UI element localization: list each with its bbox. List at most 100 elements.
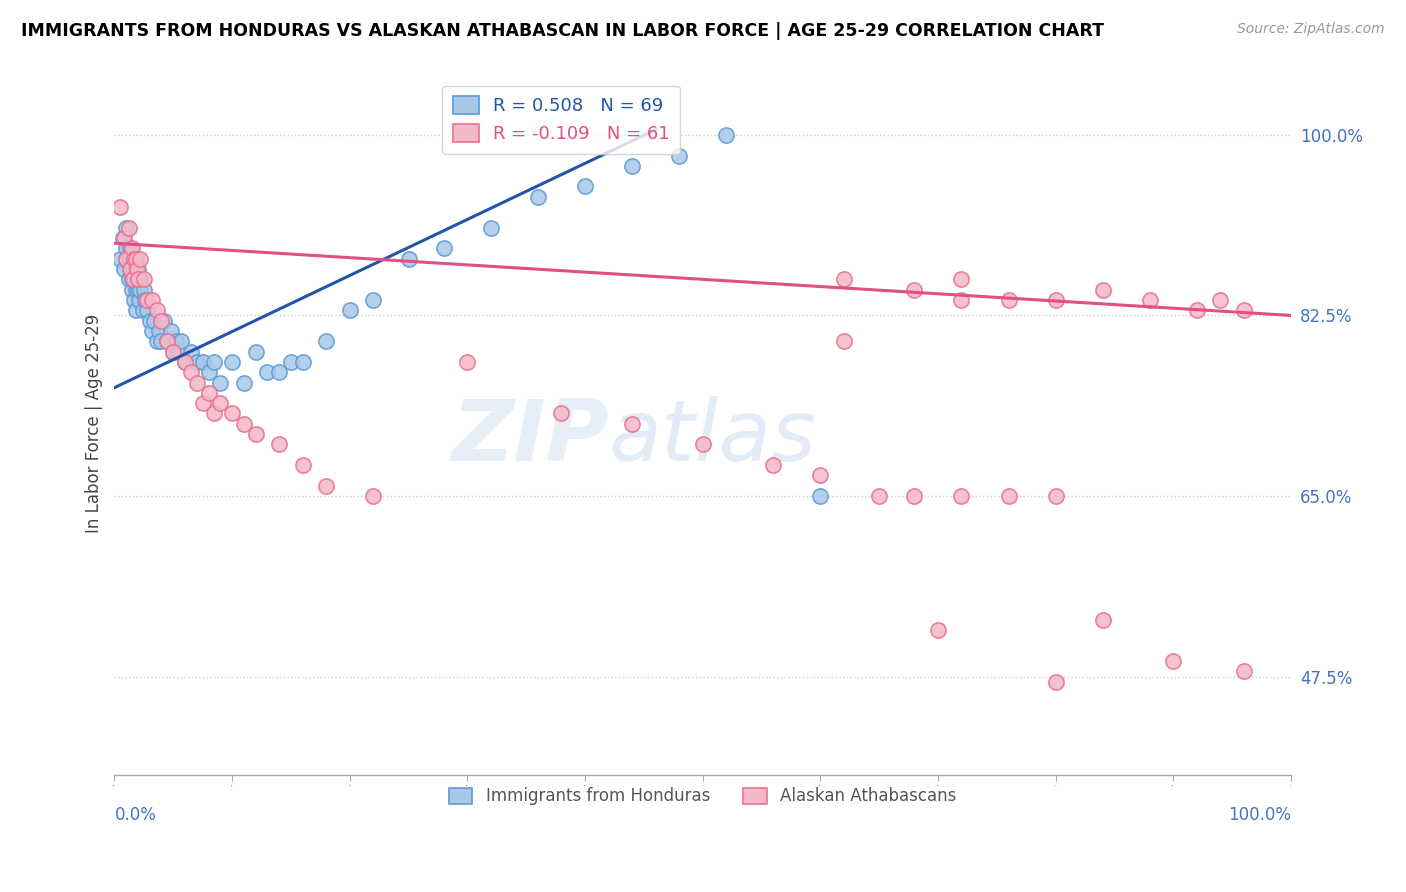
Point	[138, 313, 160, 327]
Point	[197, 385, 219, 400]
Point	[118, 262, 141, 277]
Point	[115, 241, 138, 255]
Point	[124, 272, 146, 286]
Point	[153, 313, 176, 327]
Point	[1091, 283, 1114, 297]
Point	[145, 334, 167, 349]
Point	[245, 344, 267, 359]
Point	[128, 293, 150, 307]
Point	[927, 623, 949, 637]
Text: ZIP: ZIP	[451, 396, 609, 479]
Point	[621, 159, 644, 173]
Point	[115, 252, 138, 266]
Point	[291, 355, 314, 369]
Point	[162, 344, 184, 359]
Point	[129, 272, 152, 286]
Point	[668, 148, 690, 162]
Point	[180, 344, 202, 359]
Point	[121, 262, 143, 277]
Point	[150, 313, 173, 327]
Point	[1045, 489, 1067, 503]
Point	[762, 458, 785, 472]
Point	[167, 344, 190, 359]
Point	[868, 489, 890, 503]
Point	[191, 355, 214, 369]
Point	[110, 200, 132, 214]
Point	[997, 293, 1019, 307]
Point	[124, 262, 146, 277]
Text: Source: ZipAtlas.com: Source: ZipAtlas.com	[1237, 22, 1385, 37]
Point	[209, 396, 232, 410]
Point	[1161, 654, 1184, 668]
Point	[115, 220, 138, 235]
Point	[269, 437, 291, 451]
Point	[433, 241, 456, 255]
Point	[903, 283, 925, 297]
Point	[141, 324, 163, 338]
Point	[456, 355, 478, 369]
Point	[209, 376, 232, 390]
Text: atlas: atlas	[609, 396, 817, 479]
Point	[221, 355, 243, 369]
Text: 100.0%: 100.0%	[1227, 806, 1291, 824]
Point	[124, 293, 146, 307]
Point	[1209, 293, 1232, 307]
Point	[115, 252, 138, 266]
Point	[118, 252, 141, 266]
Point	[398, 252, 420, 266]
Point	[197, 365, 219, 379]
Point	[132, 272, 155, 286]
Point	[125, 262, 148, 277]
Point	[118, 241, 141, 255]
Point	[112, 231, 135, 245]
Point	[129, 283, 152, 297]
Point	[117, 220, 139, 235]
Point	[256, 365, 278, 379]
Point	[112, 262, 135, 277]
Point	[291, 458, 314, 472]
Point	[122, 262, 145, 277]
Point	[170, 334, 193, 349]
Point	[180, 365, 202, 379]
Point	[832, 334, 855, 349]
Point	[692, 437, 714, 451]
Point	[950, 489, 973, 503]
Legend: Immigrants from Honduras, Alaskan Athabascans: Immigrants from Honduras, Alaskan Athaba…	[443, 780, 963, 812]
Point	[124, 252, 146, 266]
Point	[232, 417, 254, 431]
Point	[117, 272, 139, 286]
Point	[131, 303, 153, 318]
Point	[1091, 613, 1114, 627]
Point	[127, 262, 149, 277]
Point	[160, 324, 183, 338]
Point	[574, 179, 596, 194]
Point	[1233, 303, 1256, 318]
Point	[950, 293, 973, 307]
Point	[903, 489, 925, 503]
Point	[186, 355, 208, 369]
Point	[832, 272, 855, 286]
Point	[148, 324, 170, 338]
Point	[1233, 665, 1256, 679]
Point	[202, 407, 225, 421]
Point	[808, 468, 831, 483]
Point	[1045, 674, 1067, 689]
Point	[134, 293, 156, 307]
Point	[245, 427, 267, 442]
Point	[1185, 303, 1208, 318]
Point	[269, 365, 291, 379]
Point	[221, 407, 243, 421]
Point	[165, 334, 187, 349]
Point	[174, 355, 197, 369]
Point	[280, 355, 302, 369]
Point	[339, 303, 361, 318]
Point	[527, 190, 550, 204]
Point	[714, 128, 737, 142]
Point	[129, 252, 152, 266]
Point	[127, 272, 149, 286]
Point	[479, 220, 502, 235]
Point	[361, 293, 384, 307]
Point	[132, 283, 155, 297]
Point	[315, 478, 337, 492]
Point	[156, 334, 179, 349]
